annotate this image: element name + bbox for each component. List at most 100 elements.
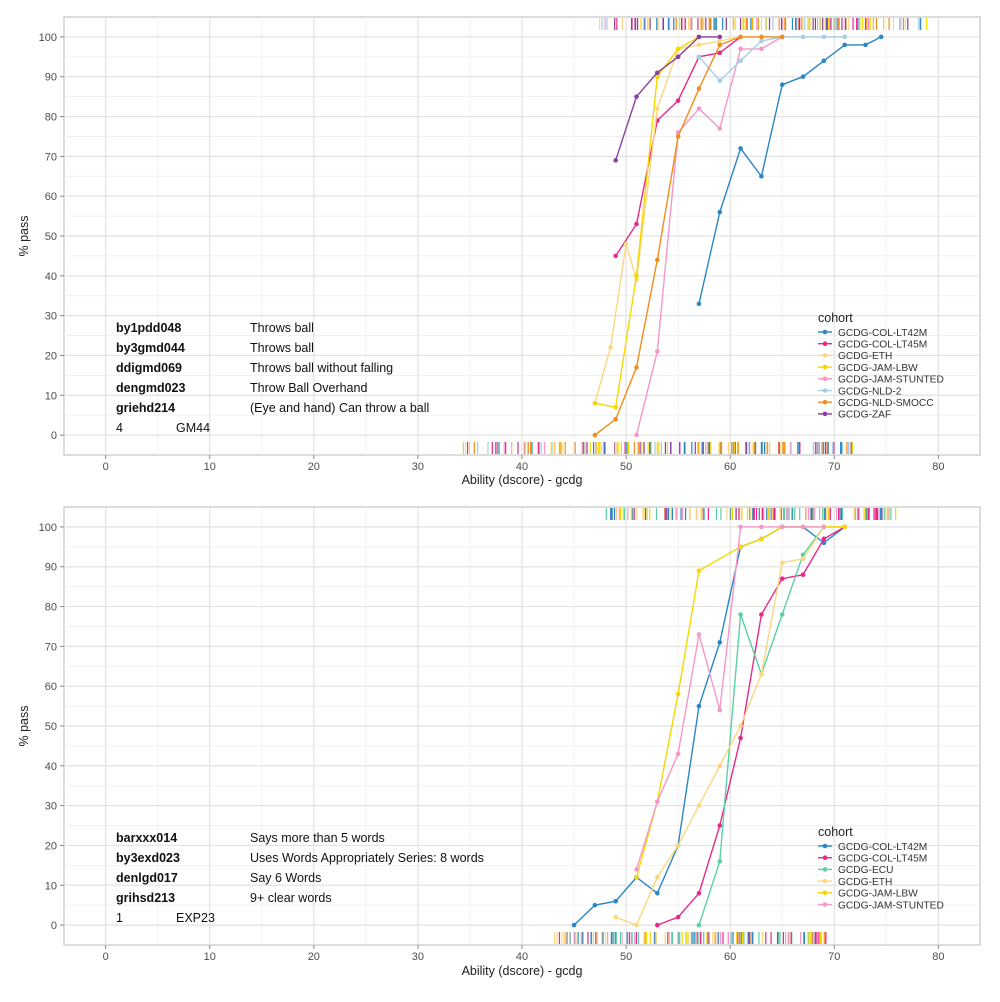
legend-title: cohort — [818, 825, 853, 839]
y-tick-label: 10 — [45, 880, 57, 892]
y-tick-label: 20 — [45, 840, 57, 852]
legend-key-point — [822, 902, 828, 907]
data-point — [613, 253, 618, 259]
y-tick-label: 50 — [45, 721, 57, 733]
data-point — [655, 799, 660, 804]
x-tick-label: 30 — [412, 461, 424, 473]
legend-key-point — [822, 388, 828, 393]
y-tick-label: 0 — [51, 430, 57, 442]
legend-key-point — [822, 376, 828, 382]
data-point — [717, 50, 723, 56]
x-tick-label: 40 — [516, 951, 528, 963]
data-point — [821, 58, 827, 64]
x-tick-label: 0 — [103, 951, 109, 963]
series-gcdg-zaf — [613, 34, 723, 163]
series-line — [635, 526, 824, 870]
data-point — [675, 691, 681, 697]
data-point — [717, 859, 723, 864]
legend-item: GCDG-ETH — [818, 877, 892, 888]
data-point — [623, 241, 629, 247]
data-point — [696, 86, 702, 91]
series-line — [594, 36, 700, 409]
data-point — [571, 922, 577, 928]
legend-item: GCDG-COL-LT42M — [818, 842, 927, 853]
legend-key-point — [822, 329, 828, 335]
data-point — [878, 34, 884, 40]
data-point — [717, 640, 723, 645]
legend-item: GCDG-COL-LT45M — [818, 854, 927, 865]
data-point — [655, 922, 660, 928]
y-tick-label: 20 — [45, 350, 57, 362]
legend-label: GCDG-JAM-LBW — [838, 889, 918, 900]
data-point — [613, 404, 618, 410]
data-point — [696, 632, 702, 637]
data-point — [759, 46, 764, 52]
data-point — [717, 42, 723, 48]
data-point — [821, 34, 827, 40]
y-tick-label: 40 — [45, 271, 57, 283]
data-point — [634, 273, 639, 279]
item-count: 4 — [116, 421, 123, 435]
item-code: denlgd017 — [116, 871, 178, 885]
data-point — [634, 94, 639, 99]
data-point — [779, 612, 785, 617]
y-tick-label: 70 — [45, 151, 57, 163]
data-point — [717, 707, 723, 713]
item-code: griehd214 — [116, 401, 175, 415]
legend-item: GCDG-NLD-2 — [818, 386, 902, 397]
data-point — [821, 524, 827, 530]
data-point — [738, 612, 743, 617]
data-point — [655, 349, 660, 354]
y-tick-label: 80 — [45, 112, 57, 124]
data-point — [655, 257, 660, 263]
data-point — [717, 34, 723, 40]
item-label: 9+ clear words — [250, 891, 332, 905]
y-tick-label: 60 — [45, 191, 57, 203]
y-tick-label: 100 — [39, 522, 57, 534]
item-label: (Eye and hand) Can throw a ball — [250, 401, 429, 415]
y-tick-label: 100 — [39, 32, 57, 44]
series-gcdg-col-lt42m — [696, 34, 884, 306]
data-point — [655, 890, 660, 896]
data-point — [800, 74, 806, 80]
data-point — [759, 38, 764, 44]
y-tick-label: 10 — [45, 390, 57, 402]
y-tick-label: 50 — [45, 231, 57, 243]
item-label: Say 6 Words — [250, 871, 321, 885]
data-point — [655, 70, 660, 76]
item-count: 1 — [116, 911, 123, 925]
x-tick-label: 0 — [103, 461, 109, 473]
data-point — [759, 34, 764, 40]
series-line — [657, 526, 846, 926]
data-point — [634, 221, 639, 227]
data-point — [634, 867, 639, 872]
data-point — [613, 416, 618, 422]
y-axis-label: % pass — [17, 216, 31, 257]
data-point — [863, 42, 868, 48]
legend-item: GCDG-ECU — [818, 865, 893, 876]
data-point — [675, 54, 681, 60]
item-code: ddigmd069 — [116, 361, 182, 375]
item-label: Throws ball — [250, 321, 314, 335]
x-axis-label: Ability (dscore) - gcdg — [462, 964, 583, 978]
x-tick-label: 20 — [308, 951, 320, 963]
data-point — [779, 576, 785, 581]
y-axis-label: % pass — [17, 706, 31, 747]
data-point — [738, 46, 743, 52]
data-point — [696, 34, 702, 40]
data-point — [696, 301, 702, 306]
x-tick-label: 50 — [620, 951, 632, 963]
data-point — [655, 74, 660, 80]
data-point — [717, 823, 723, 828]
data-point — [696, 703, 702, 709]
x-tick-label: 70 — [828, 461, 840, 473]
legend-key-point — [822, 890, 828, 896]
data-point — [613, 914, 618, 920]
x-tick-label: 10 — [204, 461, 216, 473]
item-label: Uses Words Appropriately Series: 8 words — [250, 851, 484, 865]
item-label: Throws ball without falling — [250, 361, 393, 375]
legend-key-point — [822, 843, 828, 849]
data-point — [759, 524, 764, 530]
y-tick-label: 40 — [45, 761, 57, 773]
